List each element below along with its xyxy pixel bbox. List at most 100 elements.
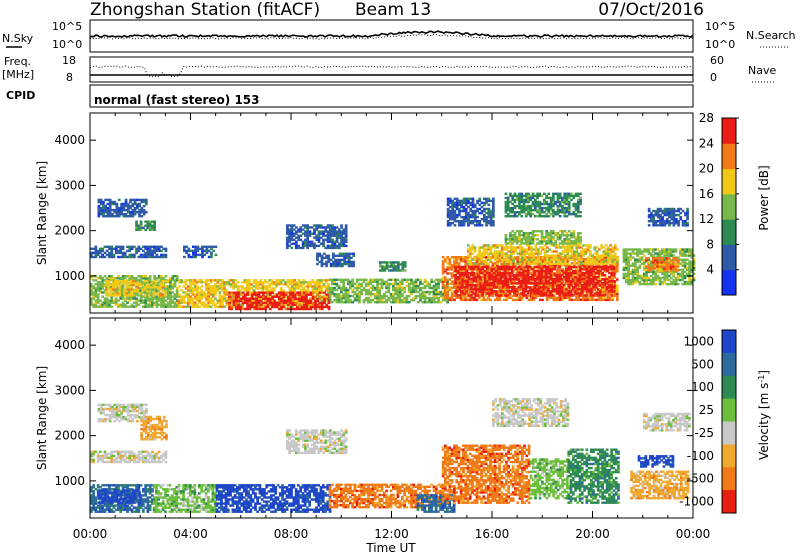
power-cell <box>248 299 252 303</box>
power-cell <box>461 267 464 271</box>
power-cell <box>252 289 256 292</box>
power-cell <box>506 286 509 289</box>
power-cell <box>511 284 515 287</box>
power-cell <box>441 260 445 263</box>
power-cell <box>428 301 431 304</box>
power-cell <box>401 301 404 304</box>
power-cell <box>325 254 328 257</box>
power-cell <box>497 294 500 297</box>
power-cell <box>471 290 474 293</box>
power-cell <box>478 254 481 257</box>
power-cell <box>516 292 520 295</box>
power-cell <box>508 277 512 281</box>
power-cell <box>340 290 343 294</box>
power-cell <box>96 293 100 296</box>
power-cell <box>148 303 152 306</box>
power-cell <box>533 290 537 293</box>
power-cell <box>230 305 234 309</box>
power-cell <box>92 305 95 308</box>
power-cell <box>544 284 548 287</box>
power-cell <box>127 294 131 297</box>
power-cell <box>559 260 563 263</box>
power-cell <box>565 290 568 293</box>
power-cell <box>482 254 486 257</box>
power-cell <box>189 285 192 288</box>
power-cell <box>540 280 543 283</box>
power-cell <box>463 282 467 285</box>
power-cell <box>315 228 319 231</box>
power-cell <box>232 281 235 284</box>
power-cell <box>444 286 447 289</box>
freq-tick-top: 18 <box>62 54 76 67</box>
noise-right-tick-bottom: 10^0 <box>705 38 735 51</box>
power-cell <box>235 299 238 303</box>
power-cell <box>608 292 611 295</box>
power-cell <box>148 226 152 229</box>
power-cell <box>189 297 192 300</box>
power-cell <box>396 278 400 281</box>
power-cell <box>338 230 341 233</box>
power-cell <box>492 290 496 293</box>
power-cell <box>407 278 411 281</box>
power-cell <box>126 245 129 248</box>
power-cell <box>421 296 425 300</box>
power-cell <box>171 283 175 286</box>
power-cell <box>275 279 278 282</box>
power-cell <box>121 245 125 248</box>
power-cell <box>524 290 528 293</box>
power-cell <box>198 253 202 257</box>
power-cell <box>104 208 107 212</box>
power-cell <box>123 275 127 278</box>
power-cell <box>599 290 602 293</box>
power-cell <box>385 265 389 268</box>
power-cell <box>315 234 319 237</box>
power-cell <box>571 294 575 297</box>
power-cell <box>419 288 422 292</box>
power-cell <box>326 244 330 248</box>
power-cell <box>218 283 222 286</box>
power-cell <box>551 271 555 275</box>
power-cell <box>110 305 114 308</box>
power-cell <box>108 303 111 306</box>
power-cell <box>124 215 128 218</box>
power-cell <box>324 299 328 302</box>
power-cell <box>583 282 586 285</box>
power-cell <box>287 301 290 305</box>
power-cell <box>385 294 388 298</box>
power-cell <box>553 267 557 271</box>
power-cell <box>570 298 574 302</box>
power-cell <box>232 299 236 303</box>
power-cell <box>519 271 523 275</box>
power-cell <box>327 285 330 288</box>
power-cell <box>597 260 601 263</box>
power-cell <box>536 262 540 265</box>
power-cell <box>155 279 159 282</box>
power-cell <box>337 299 341 302</box>
power-cell <box>546 258 549 261</box>
power-cell <box>193 289 197 292</box>
power-cell <box>537 260 540 263</box>
power-cell <box>141 290 144 293</box>
power-cell <box>148 228 152 231</box>
power-cell <box>437 278 440 281</box>
power-cell <box>310 240 314 243</box>
power-cell <box>117 206 121 210</box>
power-cell <box>253 291 256 294</box>
power-cell <box>555 254 558 257</box>
power-cell <box>340 288 343 292</box>
power-cell <box>248 281 251 284</box>
power-cell <box>594 271 598 275</box>
power-cell <box>103 289 107 292</box>
power-cell <box>474 277 478 281</box>
power-cell <box>543 248 547 251</box>
power-cell <box>340 226 343 229</box>
power-cell <box>248 285 251 288</box>
power-cell <box>117 249 120 253</box>
power-cell <box>556 280 559 283</box>
power-cell <box>602 292 605 295</box>
power-cell <box>403 288 406 292</box>
power-cell <box>90 277 93 280</box>
power-cell <box>542 269 546 273</box>
power-cell <box>601 294 604 297</box>
power-cell <box>580 267 584 271</box>
